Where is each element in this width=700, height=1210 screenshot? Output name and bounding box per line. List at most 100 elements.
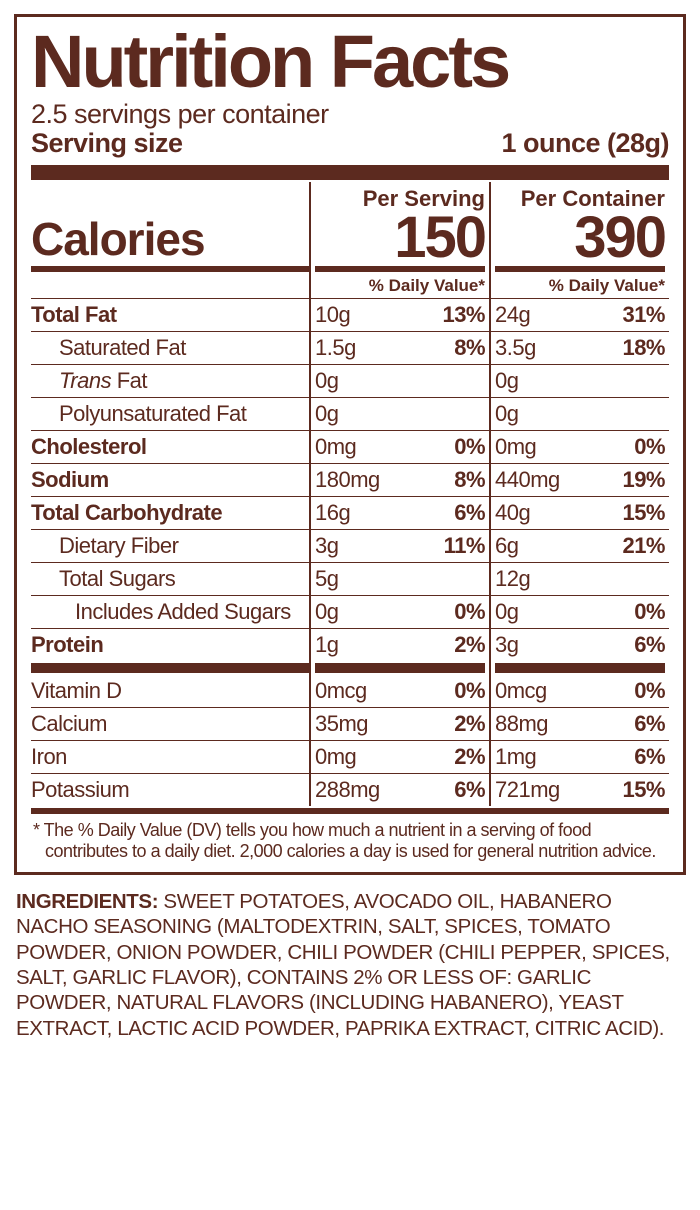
nutrient-dv: 15%: [622, 500, 665, 526]
nutrient-value-cell: 0g: [309, 397, 489, 430]
nutrient-dv: 2%: [454, 632, 485, 658]
nutrient-value-cell: 0mcg 0%: [309, 675, 489, 707]
calories-header-row: Calories Per Serving 150 Per Container 3…: [31, 182, 669, 264]
nutrient-amount: 180mg: [315, 467, 380, 493]
nutrient-value-cell: 6g 21%: [489, 529, 669, 562]
nutrient-amount: 16g: [315, 500, 350, 526]
nutrient-dv: 11%: [444, 533, 485, 559]
nutrient-value-cell: 0mg2%: [309, 740, 489, 773]
nutrient-amount: 35mg: [315, 711, 368, 737]
nutrient-name: Sodium: [31, 463, 309, 496]
nutrient-amount: 0g: [315, 401, 338, 427]
nutrient-value-cell: 721mg15%: [489, 773, 669, 806]
nutrient-amount: 40g: [495, 500, 530, 526]
nutrient-dv: 8%: [454, 335, 485, 361]
nutrient-row: Total Fat10g13%24g31%: [31, 298, 669, 331]
nutrient-value-cell: 88mg 6%: [489, 707, 669, 740]
nutrient-dv: 6%: [634, 711, 665, 737]
serving-size-label: Serving size: [31, 128, 183, 159]
nutrient-dv: 0%: [454, 678, 485, 704]
nutrient-amount: 288mg: [315, 777, 380, 803]
nutrient-dv: 21%: [622, 533, 665, 559]
divider-med-segmented: [31, 264, 669, 274]
nutrient-amount: 1mg: [495, 744, 536, 770]
nutrient-value-cell: 0g: [489, 364, 669, 397]
dv-footnote: * The % Daily Value (DV) tells you how m…: [31, 816, 669, 863]
nutrients-table: Total Fat10g13%24g31%Saturated Fat1.5g8%…: [31, 298, 669, 661]
nutrient-name: Total Fat: [31, 298, 309, 331]
nutrient-value-cell: 180mg 8%: [309, 463, 489, 496]
nutrient-amount: 0g: [495, 368, 518, 394]
nutrient-dv: 19%: [622, 467, 665, 493]
divider-thick-segmented: [31, 661, 669, 675]
nutrient-value-cell: 0g: [309, 364, 489, 397]
nutrient-value-cell: 16g 6%: [309, 496, 489, 529]
nutrient-dv: 15%: [622, 777, 665, 803]
nutrient-dv: 8%: [454, 467, 485, 493]
nutrient-dv: 13%: [442, 302, 485, 328]
nutrient-row: Saturated Fat1.5g8%3.5g18%: [31, 331, 669, 364]
nutrient-dv: 0%: [634, 434, 665, 460]
nutrient-dv: 0%: [454, 599, 485, 625]
nutrient-amount: 0g: [315, 368, 338, 394]
divider-thick: [31, 165, 669, 180]
nutrient-row: Includes Added Sugars0g0%0g0%: [31, 595, 669, 628]
nutrient-name: Includes Added Sugars: [31, 595, 309, 628]
calories-label: Calories: [31, 182, 305, 262]
calories-per-serving: 150: [315, 212, 485, 264]
nutrient-row: Potassium288mg6%721mg15%: [31, 773, 669, 806]
ingredients-label: INGREDIENTS:: [16, 890, 158, 913]
nutrient-amount: 1.5g: [315, 335, 356, 361]
nutrient-dv: 0%: [454, 434, 485, 460]
nutrient-dv: 2%: [454, 711, 485, 737]
nutrient-row: Iron0mg2%1mg6%: [31, 740, 669, 773]
nutrient-dv: 6%: [454, 500, 485, 526]
micronutrients-table: Vitamin D0mcg0%0mcg0%Calcium35mg2%88mg6%…: [31, 675, 669, 806]
nutrient-row: Protein1g2%3g6%: [31, 628, 669, 661]
nutrient-row: Polyunsaturated Fat0g0g: [31, 397, 669, 430]
dv-header-row: % Daily Value* % Daily Value*: [31, 274, 669, 298]
nutrient-value-cell: 12g: [489, 562, 669, 595]
nutrient-value-cell: 0g0%: [489, 595, 669, 628]
nutrient-row: Dietary Fiber3g 11% 6g 21%: [31, 529, 669, 562]
nutrient-amount: 1g: [315, 632, 338, 658]
nutrient-value-cell: 440mg19%: [489, 463, 669, 496]
nutrient-value-cell: 24g31%: [489, 298, 669, 331]
nutrient-amount: 6g: [495, 533, 518, 559]
nutrient-value-cell: 1mg6%: [489, 740, 669, 773]
nutrient-amount: 5g: [315, 566, 338, 592]
nutrient-amount: 3g: [315, 533, 338, 559]
nutrient-row: Trans Fat0g0g: [31, 364, 669, 397]
nutrient-dv: 2%: [454, 744, 485, 770]
serving-size-value: 1 ounce (28g): [501, 128, 669, 159]
nutrient-name: Potassium: [31, 773, 309, 806]
nutrient-row: Vitamin D0mcg0%0mcg0%: [31, 675, 669, 707]
nutrient-row: Total Carbohydrate16g6%40g15%: [31, 496, 669, 529]
nutrient-value-cell: 0mcg0%: [489, 675, 669, 707]
nutrient-row: Calcium35mg 2% 88mg 6%: [31, 707, 669, 740]
nutrient-amount: 0mg: [495, 434, 536, 460]
nutrient-value-cell: 1g 2%: [309, 628, 489, 661]
nutrient-dv: 18%: [622, 335, 665, 361]
nutrient-row: Sodium180mg 8%440mg19%: [31, 463, 669, 496]
nutrient-amount: 0g: [315, 599, 338, 625]
nutrient-amount: 0mcg: [315, 678, 367, 704]
nutrient-name: Calcium: [31, 707, 309, 740]
nutrient-amount: 88mg: [495, 711, 548, 737]
nutrient-dv: 0%: [634, 678, 665, 704]
serving-size-row: Serving size 1 ounce (28g): [31, 128, 669, 159]
nutrient-dv: 6%: [634, 632, 665, 658]
nutrient-amount: 24g: [495, 302, 530, 328]
nutrient-value-cell: 0g: [489, 397, 669, 430]
nutrient-value-cell: 0mg0%: [309, 430, 489, 463]
nutrient-amount: 12g: [495, 566, 530, 592]
nutrient-dv: 0%: [634, 599, 665, 625]
nutrient-value-cell: 10g13%: [309, 298, 489, 331]
dv-header-container: % Daily Value*: [489, 274, 669, 298]
nutrient-amount: 0g: [495, 401, 518, 427]
nutrient-name: Dietary Fiber: [31, 529, 309, 562]
calories-per-container: 390: [495, 212, 665, 264]
nutrient-value-cell: 288mg6%: [309, 773, 489, 806]
nutrient-value-cell: 0g 0%: [309, 595, 489, 628]
nutrient-amount: 3.5g: [495, 335, 536, 361]
